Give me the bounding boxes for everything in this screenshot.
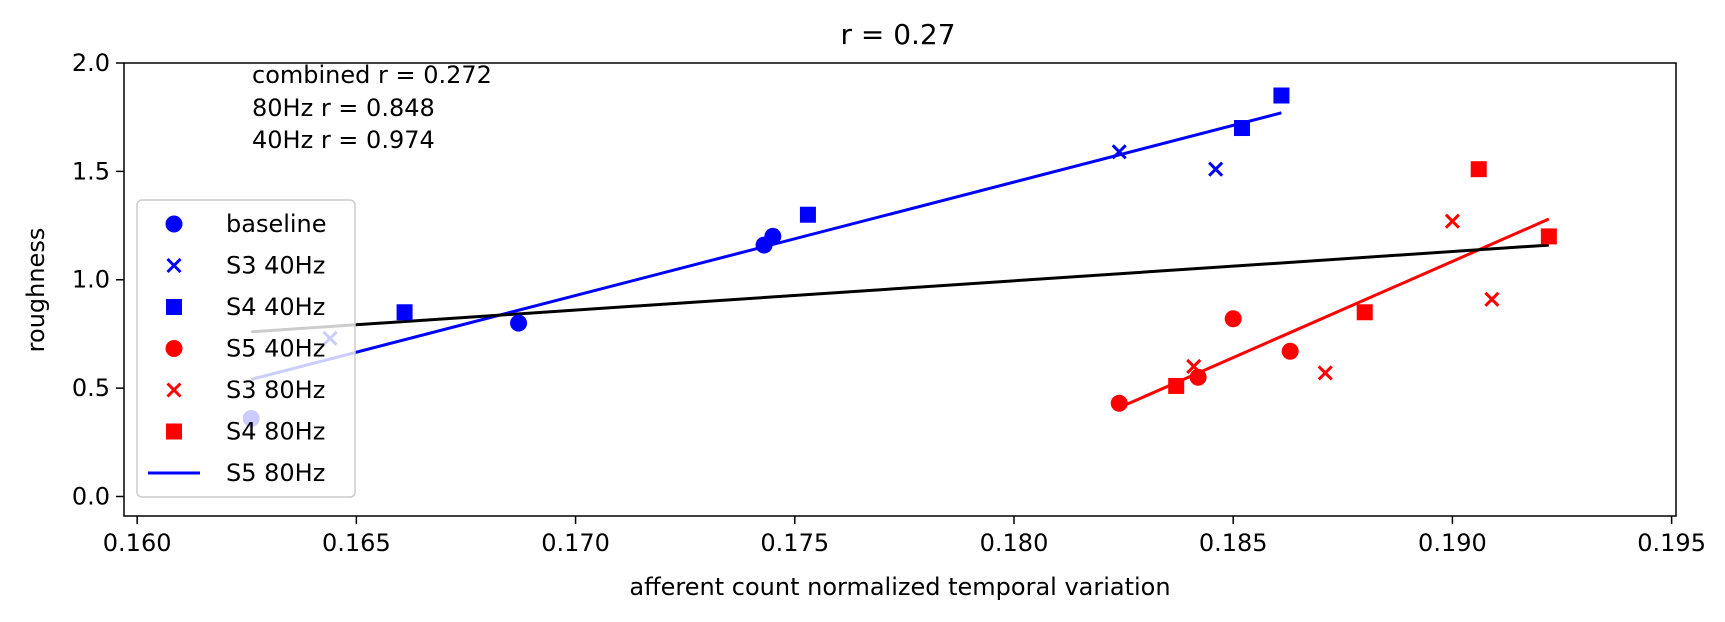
legend-marker-s5-40hz xyxy=(165,340,183,357)
annotation-80hz-r: 80Hz r = 0.848 xyxy=(252,94,435,122)
point-s3-40hz-2 xyxy=(1111,144,1127,160)
point-s4-80hz-4 xyxy=(1540,228,1557,245)
x-tick-label-4: 0.175 xyxy=(760,529,829,557)
point-s5-40hz-3 xyxy=(1224,310,1242,328)
legend-marker-s3-40hz-stroke-b xyxy=(166,257,182,274)
point-s3-80hz-3 xyxy=(1444,213,1460,229)
point-s3-80hz-4-stroke-b xyxy=(1484,291,1500,307)
legend-label-s4-80hz: S4 80Hz xyxy=(226,418,325,446)
legend-marker-s3-80hz xyxy=(166,382,182,398)
legend-box xyxy=(136,199,356,498)
chart-title: r = 0.27 xyxy=(840,18,955,51)
y-tick-label-2: 0.5 xyxy=(72,374,110,402)
data-points xyxy=(242,87,1557,427)
point-s3-40hz-3 xyxy=(1208,161,1224,177)
y-tick-label-4: 1.5 xyxy=(72,157,110,185)
point-s3-80hz-2-stroke-b xyxy=(1317,365,1333,381)
y-tick-label-3: 1.0 xyxy=(72,266,110,294)
legend: baseline S3 40Hz S4 40Hz S5 40Hz S3 80Hz S4 8… xyxy=(136,199,356,498)
point-s4-40hz-3 xyxy=(1233,120,1250,137)
x-tick-label-1: 0.160 xyxy=(103,529,172,557)
y-axis: 0.0 0.5 1.0 1.5 2.0 xyxy=(72,49,124,510)
legend-label-s3-40hz: S3 40Hz xyxy=(226,252,325,280)
legend-marker-s3-40hz xyxy=(166,257,182,274)
annotations: combined r = 0.272 80Hz r = 0.848 40Hz r… xyxy=(252,61,492,154)
y-axis-label: roughness xyxy=(22,228,50,353)
point-s3-40hz-3-stroke-b xyxy=(1208,161,1224,177)
annotation-40hz-r: 40Hz r = 0.974 xyxy=(252,126,435,154)
point-s3-80hz-1-stroke-b xyxy=(1186,358,1202,375)
fit-line-3 xyxy=(251,243,1549,334)
x-tick-label-6: 0.185 xyxy=(1199,529,1268,557)
point-s3-80hz-2 xyxy=(1317,365,1333,381)
annotation-combined-r: combined r = 0.272 xyxy=(252,61,492,89)
point-s3-80hz-3-stroke-b xyxy=(1444,213,1460,229)
point-s3-80hz-1 xyxy=(1186,358,1202,375)
x-tick-label-2: 0.165 xyxy=(322,529,391,557)
point-s3-40hz-2-stroke-b xyxy=(1111,144,1127,160)
legend-label-s4-40hz: S4 40Hz xyxy=(226,293,325,321)
y-tick-label-5: 2.0 xyxy=(72,49,110,77)
legend-label-s5-80hz: S5 80Hz xyxy=(226,459,325,487)
x-tick-label-7: 0.190 xyxy=(1418,529,1487,557)
point-s4-40hz-2 xyxy=(799,206,816,223)
x-axis: 0.160 0.165 0.170 0.175 0.180 0.185 0.190 0.195 xyxy=(103,516,1706,557)
legend-label-baseline: baseline xyxy=(226,210,327,238)
point-s5-40hz-4 xyxy=(1281,342,1299,360)
fit-lines xyxy=(250,111,1550,410)
y-tick-label-1: 0.0 xyxy=(72,482,110,510)
point-s4-80hz-2 xyxy=(1356,304,1373,321)
point-s4-80hz-1 xyxy=(1168,377,1185,394)
legend-marker-baseline xyxy=(165,215,183,233)
point-baseline-4 xyxy=(764,227,782,245)
x-tick-label-8: 0.195 xyxy=(1637,529,1706,557)
point-s5-40hz-1 xyxy=(1110,394,1128,412)
legend-marker-s3-80hz-stroke-b xyxy=(166,382,182,398)
point-s4-40hz-1 xyxy=(396,304,413,321)
plot-frame xyxy=(123,62,1677,517)
point-s4-80hz-3 xyxy=(1470,161,1487,178)
legend-items: baseline S3 40Hz S4 40Hz S5 40Hz S3 80Hz S4 8… xyxy=(148,210,327,487)
point-baseline-2 xyxy=(510,314,528,332)
x-tick-label-3: 0.170 xyxy=(541,529,610,557)
legend-marker-s4-80hz xyxy=(166,423,182,440)
legend-label-s5-40hz: S5 40Hz xyxy=(226,335,325,363)
x-tick-label-5: 0.180 xyxy=(980,529,1049,557)
legend-label-s3-80hz: S3 80Hz xyxy=(226,376,325,404)
point-s4-40hz-4 xyxy=(1273,87,1290,104)
x-axis-label: afferent count normalized temporal varia… xyxy=(629,573,1170,601)
point-s5-40hz-2 xyxy=(1189,368,1207,386)
point-s3-80hz-4 xyxy=(1484,291,1500,307)
legend-marker-s4-40hz xyxy=(166,299,182,315)
